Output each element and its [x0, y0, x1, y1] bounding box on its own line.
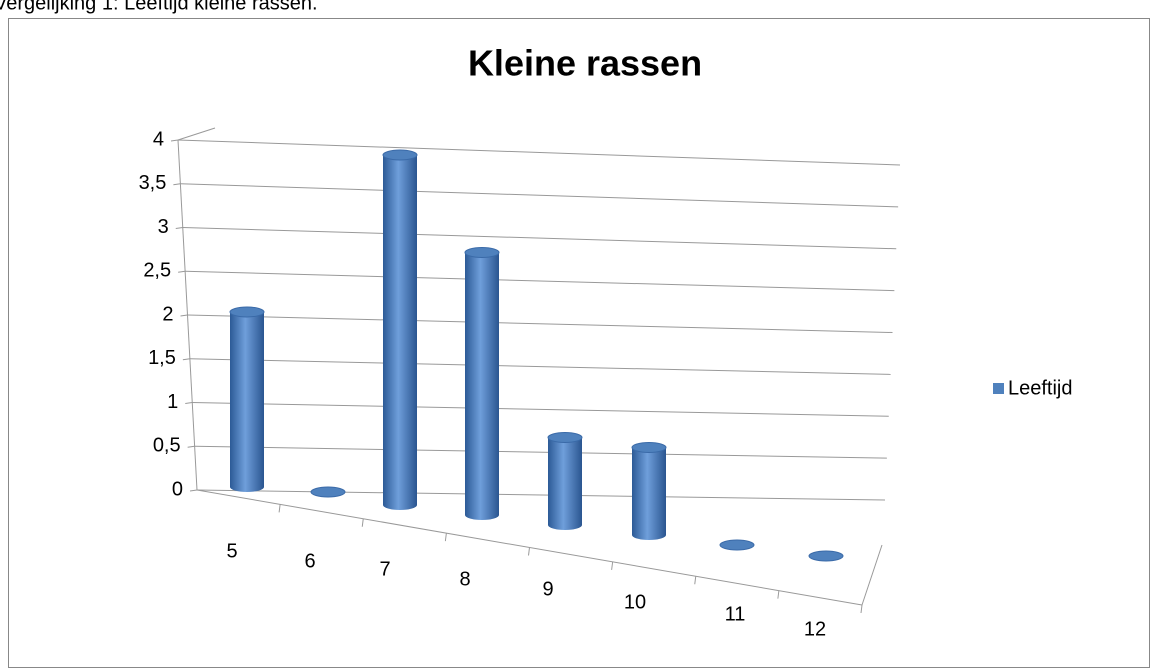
y-tick-label: 1,5: [148, 347, 176, 369]
x-tick: [361, 518, 364, 527]
bar: [548, 437, 582, 530]
bar-top: [808, 550, 844, 562]
x-tick-label: 11: [725, 603, 746, 625]
grid-line: [196, 489, 886, 501]
y-tick: [180, 314, 188, 317]
x-tick: [611, 561, 614, 570]
grid-line: [177, 139, 901, 166]
grid-line: [194, 445, 887, 459]
x-tick: [444, 533, 447, 542]
bar-top: [464, 247, 500, 258]
y-tick-label: 0: [172, 478, 183, 500]
bar: [465, 252, 499, 520]
x-tick-label: 12: [804, 618, 826, 640]
y-tick-label: 2,5: [143, 260, 171, 282]
y-tick: [182, 358, 190, 361]
y-tick: [187, 445, 195, 448]
bar-top: [229, 306, 265, 318]
grid-line: [185, 270, 895, 292]
x-tick: [694, 576, 697, 585]
grid-line: [187, 314, 893, 333]
bar: [383, 155, 417, 510]
bar-top: [719, 539, 755, 551]
bar: [632, 447, 666, 540]
y-tick: [173, 183, 181, 186]
y-tick: [189, 489, 198, 492]
chart-title: Kleine rassen: [468, 43, 702, 84]
legend-label: Leeftijd: [1008, 377, 1073, 399]
y-tick-label: 1: [167, 391, 178, 413]
bar-top: [382, 149, 418, 161]
grid-line: [182, 227, 897, 250]
x-tick-label: 7: [379, 558, 390, 580]
x-tick-label: 6: [304, 550, 315, 572]
x-tick-label: 9: [542, 578, 553, 600]
x-tick: [278, 504, 281, 513]
grid-line: [189, 358, 891, 375]
side-wall-edge: [177, 127, 216, 141]
x-tick-label: 10: [624, 591, 646, 613]
caption: Vergelijking 1: Leeftijd kleine rassen.: [0, 0, 318, 14]
y-tick-label: 0,5: [153, 435, 181, 457]
y-tick: [175, 227, 183, 229]
x-tick-label: 5: [226, 540, 237, 562]
y-tick: [178, 270, 186, 273]
x-tick: [777, 590, 780, 599]
bar: [230, 312, 264, 492]
grid-line: [192, 402, 889, 417]
y-tick-label: 4: [153, 128, 164, 150]
y-tick-label: 3,5: [139, 172, 167, 194]
x-tick: [860, 604, 863, 614]
chart-border: [8, 18, 1150, 668]
legend-swatch: [993, 383, 1004, 394]
bar-top: [547, 432, 583, 443]
y-tick-label: 2: [162, 303, 173, 325]
y-tick: [185, 402, 193, 404]
x-tick-label: 8: [459, 568, 470, 590]
floor-edge: [861, 544, 883, 606]
grid-line: [180, 183, 899, 208]
bar-top: [631, 442, 667, 453]
y-tick: [170, 139, 179, 142]
x-tick: [528, 547, 530, 556]
bar-top: [310, 486, 346, 498]
y-tick-label: 3: [158, 216, 169, 238]
